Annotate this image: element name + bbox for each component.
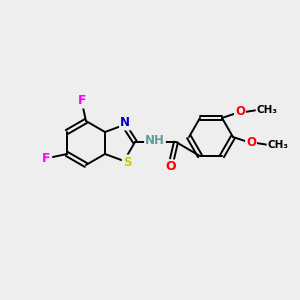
Text: O: O <box>246 136 256 149</box>
Text: F: F <box>42 152 50 164</box>
Text: O: O <box>235 105 245 119</box>
Text: O: O <box>166 160 176 173</box>
Text: NH: NH <box>145 134 165 148</box>
Text: S: S <box>123 155 131 169</box>
Text: N: N <box>120 116 130 130</box>
Text: F: F <box>78 94 86 107</box>
Text: CH₃: CH₃ <box>256 105 278 115</box>
Text: CH₃: CH₃ <box>268 140 289 150</box>
